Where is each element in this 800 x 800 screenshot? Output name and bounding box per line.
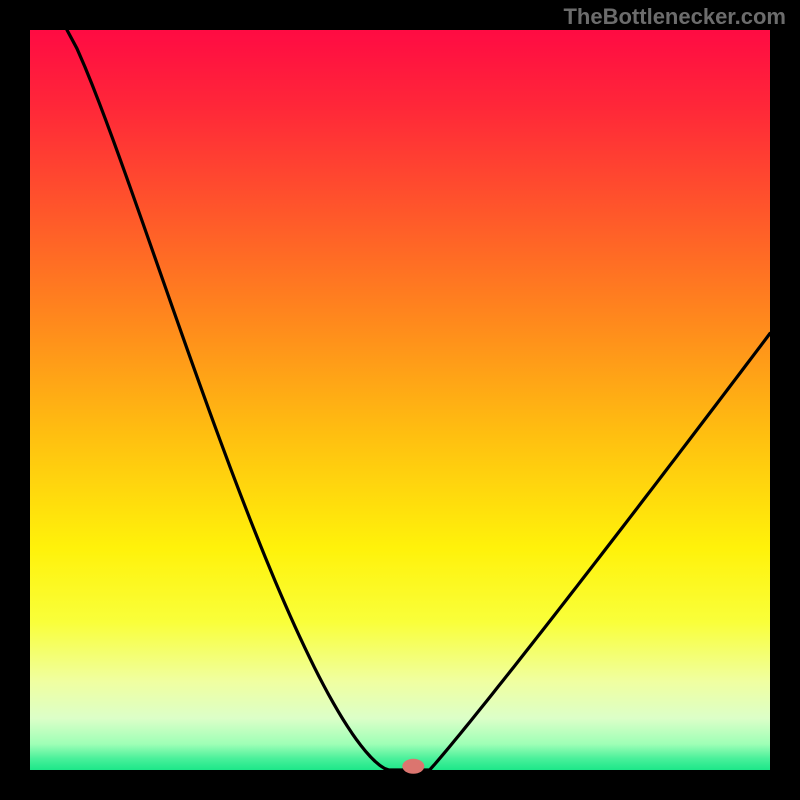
bottleneck-chart (0, 0, 800, 800)
chart-root: TheBottlenecker.com (0, 0, 800, 800)
watermark-label: TheBottlenecker.com (563, 4, 786, 30)
optimum-marker (402, 759, 424, 774)
plot-background (30, 30, 770, 770)
